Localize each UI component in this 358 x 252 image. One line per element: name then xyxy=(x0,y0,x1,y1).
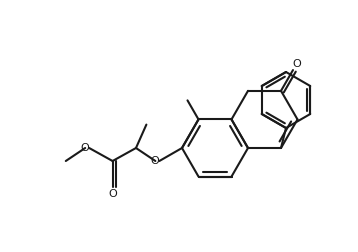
Text: O: O xyxy=(150,156,159,166)
Text: O: O xyxy=(108,189,117,199)
Text: O: O xyxy=(292,59,301,69)
Text: O: O xyxy=(81,143,90,153)
